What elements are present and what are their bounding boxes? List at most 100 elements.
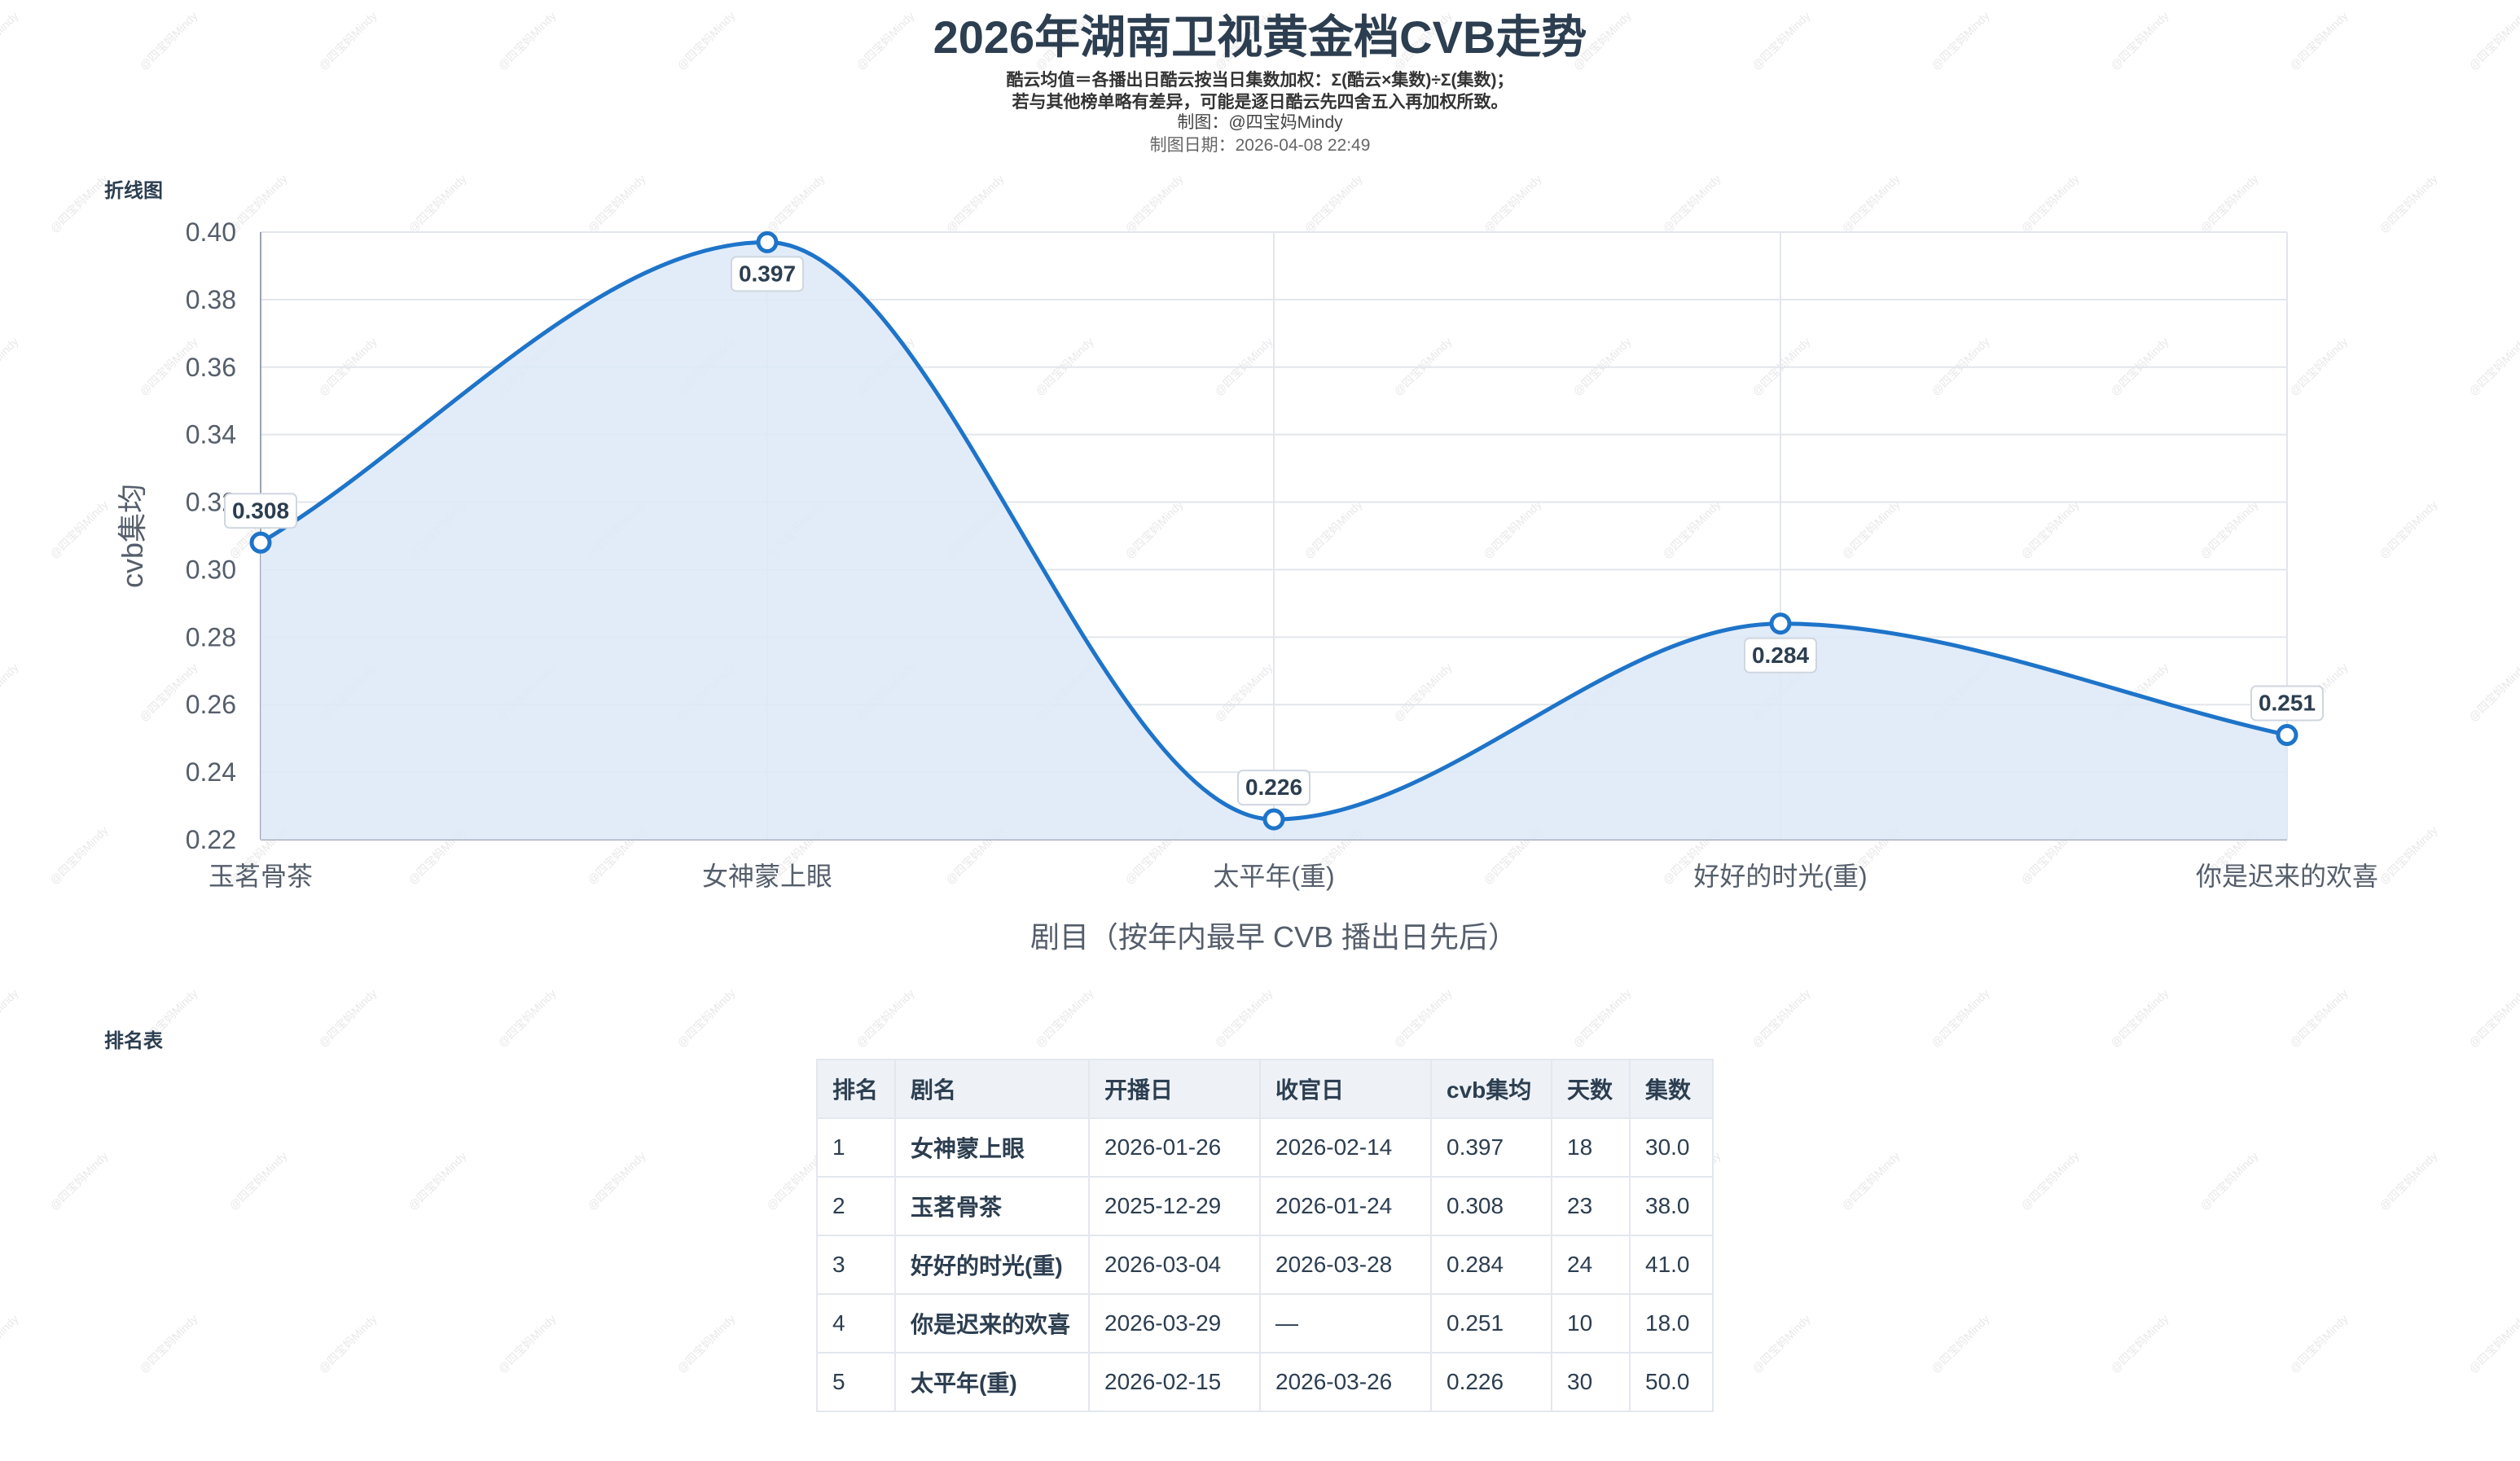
watermark-text: @四宝妈Mindy [2108,1312,2171,1375]
cell-rank: 4 [816,1293,896,1354]
y-tick-label: 0.34 [186,420,236,450]
y-tick-label: 0.28 [186,622,236,652]
watermark-text: @四宝妈Mindy [226,1149,290,1213]
cell-end-date: 2026-03-28 [1259,1235,1432,1295]
author-credit: 制图：@四宝妈Mindy [1177,113,1343,132]
cell-episodes: 41.0 [1629,1235,1714,1295]
watermark-text: @四宝妈Mindy [406,1149,469,1213]
table-header-row: 排名 剧名 开播日 收官日 cvb集均 天数 集数 [816,1059,1714,1119]
data-label: 0.284 [1752,643,1809,668]
cell-days: 10 [1551,1293,1631,1354]
cell-end-date: — [1259,1293,1432,1354]
cell-end-date: 2026-01-24 [1259,1176,1432,1236]
cell-cvb: 0.308 [1430,1176,1552,1236]
cell-episodes: 18.0 [1629,1293,1714,1354]
data-point [2276,724,2298,747]
y-tick-label: 0.24 [186,757,236,787]
watermark-text: @四宝妈Mindy [1929,1312,1992,1375]
y-tick-label: 0.26 [186,690,236,719]
x-tick-label: 好好的时光(重) [1693,862,1867,891]
data-point [249,531,272,554]
table-row: 5 太平年(重) 2026-02-15 2026-03-26 0.226 30 … [816,1352,1714,1412]
watermark-text: @四宝妈Mindy [2287,1312,2351,1375]
data-label: 0.308 [232,498,289,523]
table-row: 3 好好的时光(重) 2026-03-04 2026-03-28 0.284 2… [816,1235,1714,1295]
cell-cvb: 0.226 [1430,1352,1552,1412]
x-tick-label: 你是迟来的欢喜 [2196,862,2378,891]
data-label-box [1744,637,1817,673]
cell-end-date: 2026-02-14 [1259,1117,1432,1178]
cell-start-date: 2025-12-29 [1088,1176,1261,1236]
x-axis: 玉茗骨茶 女神蒙上眼 太平年(重) 好好的时光(重) 你是迟来的欢喜 [209,862,2378,891]
cell-end-date: 2026-03-26 [1259,1352,1432,1412]
page-title: 2026年湖南卫视黄金档CVB走势 [933,11,1587,63]
data-point [1262,808,1285,831]
watermark-text: @四宝妈Mindy [585,1149,648,1213]
cell-days: 18 [1551,1117,1631,1178]
y-tick-label: 0.30 [186,555,236,584]
cell-episodes: 38.0 [1629,1176,1714,1236]
cell-days: 23 [1551,1176,1631,1236]
data-label-box [2250,685,2324,722]
y-tick-label: 0.22 [186,825,236,854]
cell-start-date: 2026-03-04 [1088,1235,1261,1295]
cell-start-date: 2026-01-26 [1088,1117,1261,1178]
watermark-text: @四宝妈Mindy [0,1312,21,1375]
data-label: 0.251 [2259,691,2316,716]
watermark-text: @四宝妈Mindy [1750,1312,1813,1375]
watermark-text: @四宝妈Mindy [137,1312,200,1375]
cell-rank: 2 [816,1176,896,1236]
cell-days: 30 [1551,1352,1631,1412]
col-header-cvb: cvb集均 [1430,1059,1552,1119]
col-header-start-date: 开播日 [1088,1059,1261,1119]
watermark-text: @四宝妈Mindy [47,1149,111,1213]
watermark-text: @四宝妈Mindy [2466,1312,2520,1375]
data-point [756,230,779,253]
cell-cvb: 0.284 [1430,1235,1552,1295]
data-label-box [731,256,804,292]
table-row: 2 玉茗骨茶 2025-12-29 2026-01-24 0.308 23 38… [816,1176,1714,1236]
cell-rank: 1 [816,1117,896,1178]
x-tick-label: 女神蒙上眼 [702,862,832,891]
subtitle-line-2: 若与其他榜单略有差异，可能是逐日酷云先四舍五入再加权所致。 [1012,93,1508,112]
cell-cvb: 0.397 [1430,1117,1552,1178]
cell-title: 玉茗骨茶 [894,1176,1090,1236]
cell-title: 太平年(重) [894,1352,1090,1412]
y-axis: 0.220.240.260.280.300.320.340.360.380.40 [186,217,236,854]
area-fill [261,242,2287,840]
line-chart: 0.220.240.260.280.300.320.340.360.380.40… [116,217,2378,954]
x-tick-label: 太平年(重) [1213,862,1334,891]
x-tick-label: 玉茗骨茶 [209,862,313,891]
subtitle-line-1: 酷云均值＝各播出日酷云按当日集数加权：Σ(酷云×集数)÷Σ(集数)； [1006,71,1514,90]
col-header-episodes: 集数 [1629,1059,1714,1119]
cell-episodes: 50.0 [1629,1352,1714,1412]
y-tick-label: 0.36 [186,353,236,382]
col-header-title: 剧名 [894,1059,1090,1119]
cell-start-date: 2026-02-15 [1088,1352,1261,1412]
cell-start-date: 2026-03-29 [1088,1293,1261,1354]
cell-title: 女神蒙上眼 [894,1117,1090,1178]
watermark-text: @四宝妈Mindy [316,1312,380,1375]
col-header-end-date: 收官日 [1259,1059,1432,1119]
section-label-line-chart: 折线图 [104,180,163,202]
col-header-rank: 排名 [816,1059,896,1119]
data-label-box [1237,770,1310,806]
watermark-text: @四宝妈Mindy [2197,1149,2261,1213]
table-row: 4 你是迟来的欢喜 2026-03-29 — 0.251 10 18.0 [816,1293,1714,1354]
watermark-text: @四宝妈Mindy [1839,1149,1903,1213]
cell-rank: 5 [816,1352,896,1412]
cell-rank: 3 [816,1235,896,1295]
cell-title: 你是迟来的欢喜 [894,1293,1090,1354]
series-line [259,239,2288,822]
watermark-text: @四宝妈Mindy [674,1312,738,1375]
cell-days: 24 [1551,1235,1631,1295]
chart-date: 制图日期：2026-04-08 22:49 [1149,136,1371,155]
section-label-ranking-table: 排名表 [104,1030,163,1052]
watermark-text: @四宝妈Mindy [2377,1149,2440,1213]
data-label-box [224,493,297,529]
x-axis-title: 剧目（按年内最早 CVB 播出日先后） [1030,920,1517,954]
watermark-text: @四宝妈Mindy [2018,1149,2082,1213]
cell-cvb: 0.251 [1430,1293,1552,1354]
y-tick-label: 0.40 [186,217,236,247]
col-header-days: 天数 [1551,1059,1631,1119]
